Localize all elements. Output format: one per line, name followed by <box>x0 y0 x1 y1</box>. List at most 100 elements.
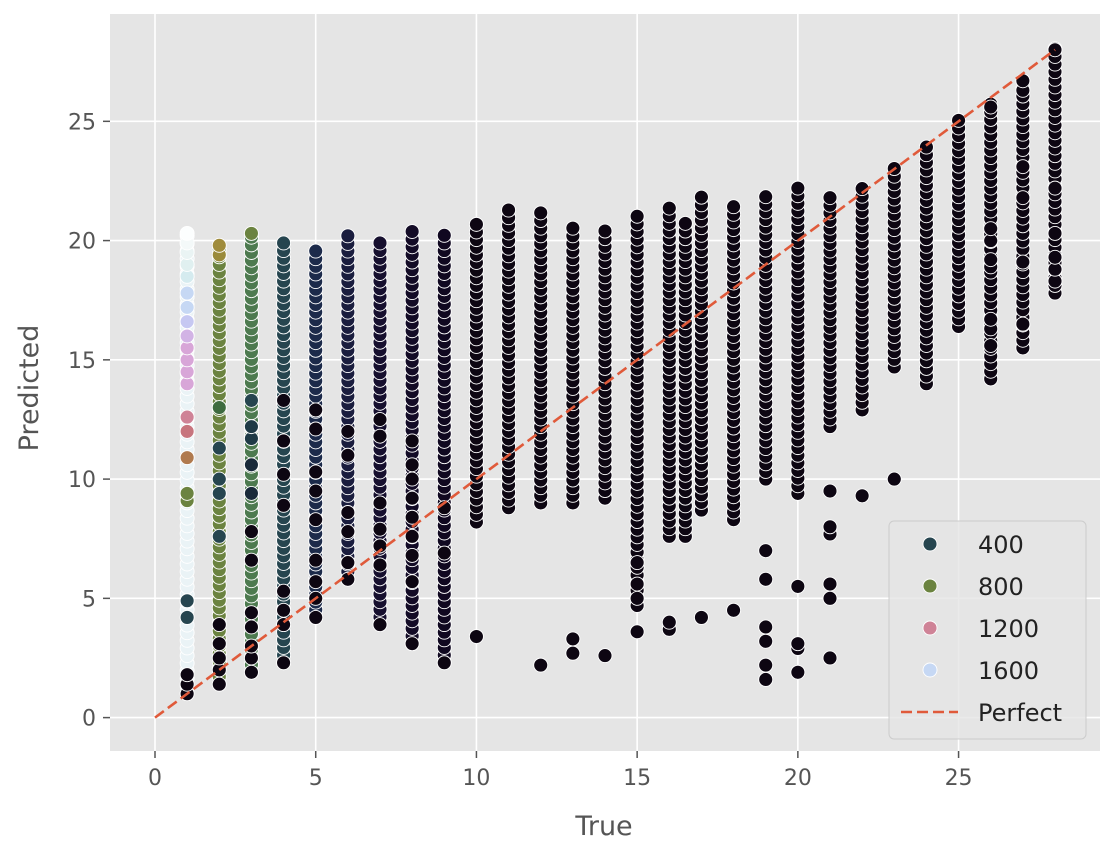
data-point <box>340 555 356 571</box>
data-point <box>276 433 292 449</box>
data-point <box>693 189 709 205</box>
data-point <box>661 200 677 216</box>
data-point <box>308 421 324 437</box>
data-point <box>468 216 484 232</box>
data-point <box>211 237 227 253</box>
data-point <box>677 215 693 231</box>
x-tick-label: 5 <box>309 766 323 791</box>
x-axis-ticks: 0 5 10 15 20 25 <box>148 751 973 791</box>
data-point <box>404 636 420 652</box>
data-point <box>179 409 195 425</box>
data-point <box>1047 249 1063 265</box>
data-point <box>276 602 292 618</box>
data-point <box>790 664 806 680</box>
data-point <box>1015 254 1031 270</box>
data-point <box>1015 190 1031 206</box>
data-point <box>822 519 838 535</box>
data-point <box>822 190 838 206</box>
data-point <box>822 483 838 499</box>
data-point <box>1047 180 1063 196</box>
data-point <box>404 457 420 473</box>
legend: 400 800 1200 1600 Perfect <box>888 520 1087 740</box>
legend-marker <box>922 620 938 636</box>
data-point <box>372 428 388 444</box>
data-point <box>726 199 742 215</box>
data-point <box>501 202 517 218</box>
data-point <box>629 555 645 571</box>
y-tick-label: 5 <box>82 587 96 612</box>
data-point <box>179 450 195 466</box>
data-point <box>372 412 388 427</box>
legend-label: 1200 <box>978 615 1039 643</box>
data-point <box>629 208 645 224</box>
data-point <box>726 602 742 618</box>
x-tick-label: 0 <box>148 766 162 791</box>
data-point <box>243 225 259 241</box>
data-point <box>211 528 227 544</box>
data-point <box>211 617 227 633</box>
data-point <box>758 543 774 559</box>
data-point <box>179 225 195 241</box>
legend-marker <box>922 662 938 678</box>
data-point <box>211 471 227 487</box>
data-point <box>404 509 420 525</box>
data-point <box>983 221 999 237</box>
data-point <box>308 574 324 590</box>
data-point <box>565 631 581 647</box>
data-point <box>276 235 292 251</box>
data-point <box>179 593 195 609</box>
data-point <box>854 488 870 504</box>
data-point <box>436 545 452 561</box>
data-point <box>533 657 549 673</box>
data-point <box>211 485 227 501</box>
data-point <box>276 497 292 513</box>
data-point <box>308 512 324 528</box>
data-point <box>822 590 838 606</box>
data-point <box>790 578 806 594</box>
data-point <box>243 552 259 568</box>
data-point <box>179 314 195 330</box>
data-point <box>661 614 677 630</box>
data-point <box>758 189 774 205</box>
y-axis-ticks: 0 5 10 15 20 25 <box>68 110 110 732</box>
data-point <box>436 655 452 671</box>
data-point <box>308 464 324 480</box>
data-point <box>308 483 324 499</box>
data-point <box>308 552 324 568</box>
data-point <box>404 547 420 563</box>
data-point <box>404 490 420 506</box>
data-point <box>983 338 999 353</box>
data-point <box>436 227 452 243</box>
data-point <box>211 400 227 415</box>
data-point <box>243 392 259 408</box>
data-point <box>468 629 484 644</box>
legend-label: Perfect <box>978 699 1062 727</box>
data-point <box>179 423 195 439</box>
data-point <box>372 557 388 573</box>
data-point <box>243 457 259 473</box>
legend-label: 1600 <box>978 657 1039 685</box>
data-point <box>758 633 774 649</box>
data-point <box>629 590 645 606</box>
legend-marker <box>922 536 938 552</box>
data-point <box>179 285 195 301</box>
legend-marker <box>922 578 938 594</box>
data-point <box>693 609 709 625</box>
data-point <box>629 624 645 640</box>
data-point <box>243 524 259 540</box>
data-point <box>243 605 259 621</box>
data-point <box>243 619 259 635</box>
data-point <box>211 676 227 692</box>
data-point <box>372 521 388 537</box>
data-point <box>211 650 227 666</box>
data-point <box>340 524 356 540</box>
data-point <box>276 392 292 408</box>
data-point <box>340 447 356 463</box>
data-point <box>179 328 195 344</box>
data-point <box>983 311 999 327</box>
data-point <box>372 617 388 633</box>
data-point <box>404 528 420 544</box>
data-point <box>179 609 195 625</box>
data-point <box>276 466 292 482</box>
